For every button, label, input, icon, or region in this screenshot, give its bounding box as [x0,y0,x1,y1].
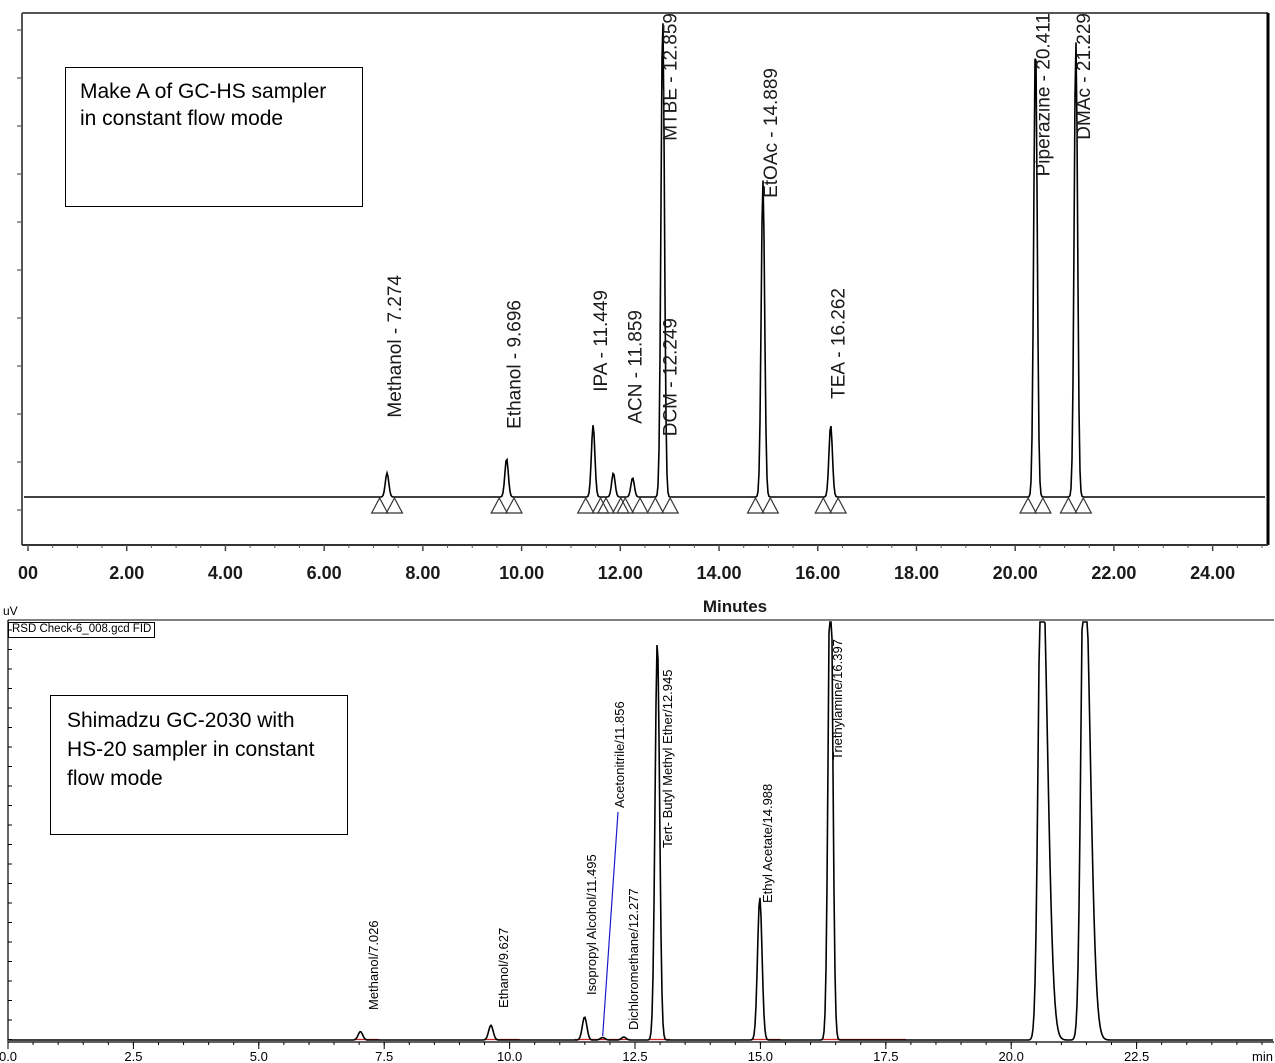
top-x-tick-label: 12.00 [598,563,643,583]
bottom-peak-label: Ethanol/9.627 [496,928,511,1008]
top-x-tick-label: 2.00 [109,563,144,583]
acetonitrile-leader-line [602,811,619,1037]
top-x-tick-label: 00 [18,563,38,583]
top-baseline-marker [616,496,635,514]
bottom-x-tick-label: 20.0 [999,1049,1024,1063]
y-axis-label-bottom: uV [3,604,18,618]
top-x-tick-label: 6.00 [307,563,342,583]
bottom-peak-label: Tert- Butyl Methyl Ether/12.945 [660,670,675,848]
top-baseline-marker [1074,496,1093,514]
top-baseline-marker [661,496,680,514]
top-peak-label: IPA - 11.449 [591,290,612,392]
top-x-axis-label: Minutes [703,597,767,616]
bottom-x-tick-label: 17.5 [873,1049,898,1063]
top-baseline-marker [631,496,650,514]
top-trace [24,23,1265,498]
bottom-x-tick-label: 7.5 [375,1049,393,1063]
bottom-x-tick-label: 12.5 [622,1049,647,1063]
top-x-tick-label: 10.00 [499,563,544,583]
bottom-peak-label: Dichloromethane/12.277 [626,888,641,1030]
top-baseline-marker [746,496,765,514]
bottom-peak-label: Isopropyl Alcohol/11.495 [584,854,599,995]
top-baseline-marker [761,496,780,514]
top-baseline-marker [1059,496,1078,514]
top-peak-label: DCM - 12.249 [661,318,682,436]
bottom-x-tick-label: 0.0 [0,1049,17,1063]
top-peak-label: ACN - 11.859 [625,310,646,424]
top-baseline-marker [829,496,848,514]
bottom-peak-label: Triethylamine/16.397 [830,639,845,760]
top-peak-label: Ethanol - 9.696 [505,300,526,429]
annotation-box-top: Make A of GC-HS sampler in constant flow… [65,67,363,207]
top-peak-label: EtOAc - 14.889 [761,68,782,198]
top-peak-label: TEA - 16.262 [829,288,850,399]
top-peak-label: MTBE - 12.859 [661,13,682,141]
bottom-x-tick-label: 2.5 [124,1049,142,1063]
top-baseline-marker [1033,496,1052,514]
top-peak-label: DMAc - 21.229 [1074,13,1095,140]
top-baseline-marker [814,496,833,514]
top-x-tick-label: 18.00 [894,563,939,583]
top-x-tick-label: 4.00 [208,563,243,583]
top-baseline-marker [646,496,665,514]
top-x-tick-label: 8.00 [405,563,440,583]
top-x-tick-label: 22.00 [1091,563,1136,583]
top-x-tick-label: 24.00 [1190,563,1235,583]
bottom-x-axis-label: min [1252,1049,1273,1063]
bottom-peak-label: Methanol/7.026 [366,920,381,1010]
file-tag: RSD Check-6_008.gcd FID [8,622,156,638]
top-baseline-marker [490,496,509,514]
top-x-tick-label: 16.00 [795,563,840,583]
bottom-x-tick-label: 22.5 [1124,1049,1149,1063]
top-peak-label: Methanol - 7.274 [385,275,406,418]
top-x-tick-label: 14.00 [697,563,742,583]
top-baseline-marker [591,496,610,514]
top-chromatogram: Methanol - 7.274 Ethanol - 9.696 IPA - 11.… [17,12,1270,616]
top-baseline-marker [596,496,615,514]
top-x-tick-label: 20.00 [993,563,1038,583]
bottom-x-tick-label: 10.0 [497,1049,522,1063]
top-baseline-marker [370,496,389,514]
annotation-box-bottom: Shimadzu GC-2030 with HS-20 sampler in c… [50,695,348,835]
top-baseline-marker [576,496,595,514]
bottom-chromatogram: Methanol/7.026 Ethanol/9.627 Isopropyl Alc… [0,619,1274,1063]
top-peak-label: Piperazine - 20.411 [1033,13,1054,176]
bottom-x-tick-label: 15.0 [748,1049,773,1063]
top-baseline-marker [385,496,404,514]
top-baseline-marker [504,496,523,514]
bottom-peak-label: Acetonitrile/11.856 [612,701,627,808]
bottom-peak-label: Ethyl Acetate/14.988 [760,784,775,903]
top-baseline-marker [1019,496,1038,514]
bottom-trace [9,621,1273,1041]
bottom-x-tick-label: 5.0 [250,1049,268,1063]
